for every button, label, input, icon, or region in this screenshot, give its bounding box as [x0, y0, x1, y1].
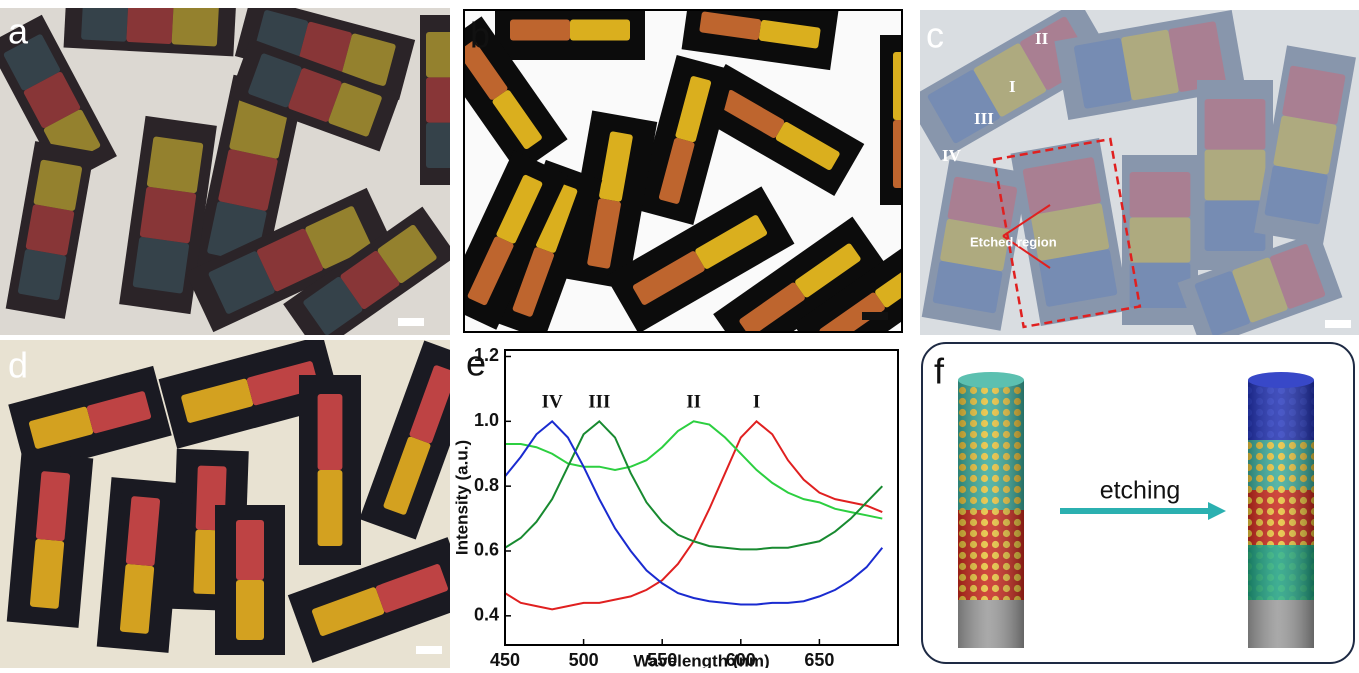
zone-label: I: [1009, 77, 1016, 96]
rod: [64, 0, 237, 56]
scale-bar: [416, 646, 442, 654]
rod-segment: [1205, 99, 1266, 150]
panel-label: b: [470, 15, 490, 56]
rod-segment: [426, 77, 454, 122]
rod: [880, 35, 920, 205]
rod-segment: [132, 237, 189, 294]
rod-segment: [570, 20, 630, 41]
panel-label: f: [934, 351, 945, 392]
y-tick-label: 1.0: [474, 410, 499, 430]
line-series: [505, 421, 882, 604]
y-axis-label: Intensity (a.u.): [452, 440, 471, 555]
y-tick-label: 0.6: [474, 540, 499, 560]
rod: [420, 15, 460, 185]
x-tick-label: 450: [490, 650, 520, 668]
panel-label: a: [8, 11, 29, 52]
rod-segment: [18, 249, 67, 301]
rod-segment: [140, 186, 197, 243]
rod-segment: [318, 470, 343, 546]
line-series: [505, 421, 882, 518]
line-series: [505, 421, 882, 549]
rod-segment: [510, 20, 570, 41]
micrograph-c: [906, 0, 1359, 349]
zone-label: III: [974, 109, 994, 128]
rod: [97, 477, 184, 653]
panel-label: c: [926, 15, 944, 56]
rod-segment: [81, 0, 128, 42]
rod-segment: [426, 32, 454, 77]
cylinder-after: [1248, 372, 1314, 648]
micrograph-d: [0, 335, 481, 668]
rod-segment: [893, 120, 907, 188]
rod-segment: [236, 580, 264, 640]
rod-segment: [1130, 172, 1191, 217]
scale-bar: [398, 318, 424, 326]
rod-segment: [1273, 115, 1337, 175]
chart: 0.40.60.81.01.2450500550600650Wavelength…: [452, 345, 898, 668]
arrow-label: etching: [1100, 477, 1181, 505]
rod: [7, 452, 94, 628]
zone-label: II: [1035, 29, 1049, 48]
cylinder-before: [958, 372, 1024, 648]
annotation: Etched region: [970, 234, 1057, 249]
rod-segment: [147, 136, 204, 193]
figure: Etched region I II III IV etching a b c …: [0, 0, 1359, 668]
rod-segment: [318, 394, 343, 470]
rod: [215, 505, 285, 655]
scale-bar: [1325, 320, 1351, 328]
rod-segment: [1130, 217, 1191, 262]
rod-segment: [172, 2, 219, 46]
rod-segment: [1282, 65, 1346, 125]
line-series: [505, 421, 882, 609]
rod: [1197, 80, 1273, 270]
micrograph-a: [0, 0, 460, 353]
page: Etched region I II III IV etching a b c …: [0, 0, 1359, 668]
y-tick-label: 0.8: [474, 475, 499, 495]
rod-segment: [426, 123, 454, 168]
x-axis-label: Wavelength (nm): [633, 651, 769, 668]
rod-segment: [893, 52, 907, 120]
rod-segment: [25, 204, 74, 256]
plot-frame: [505, 350, 898, 645]
series-label: II: [686, 392, 701, 413]
x-tick-label: 500: [569, 650, 599, 668]
rod-segment: [36, 471, 71, 541]
zone-label: IV: [942, 146, 962, 165]
rod: [299, 375, 361, 565]
y-tick-label: 1.2: [474, 345, 499, 365]
rod-segment: [236, 520, 264, 580]
rod-segment: [1205, 150, 1266, 201]
panel-label: d: [8, 345, 28, 386]
rod-segment: [126, 0, 173, 44]
y-tick-label: 0.4: [474, 605, 499, 625]
scale-bar: [862, 312, 888, 320]
x-tick-label: 650: [804, 650, 834, 668]
rod-segment: [33, 159, 82, 211]
series-label: IV: [542, 392, 563, 413]
rod-segment: [30, 539, 65, 609]
rod-segment: [126, 496, 161, 566]
rod-segment: [1264, 165, 1328, 225]
rod-segment: [120, 564, 155, 634]
series-label: III: [588, 392, 610, 413]
series-label: I: [753, 392, 760, 413]
